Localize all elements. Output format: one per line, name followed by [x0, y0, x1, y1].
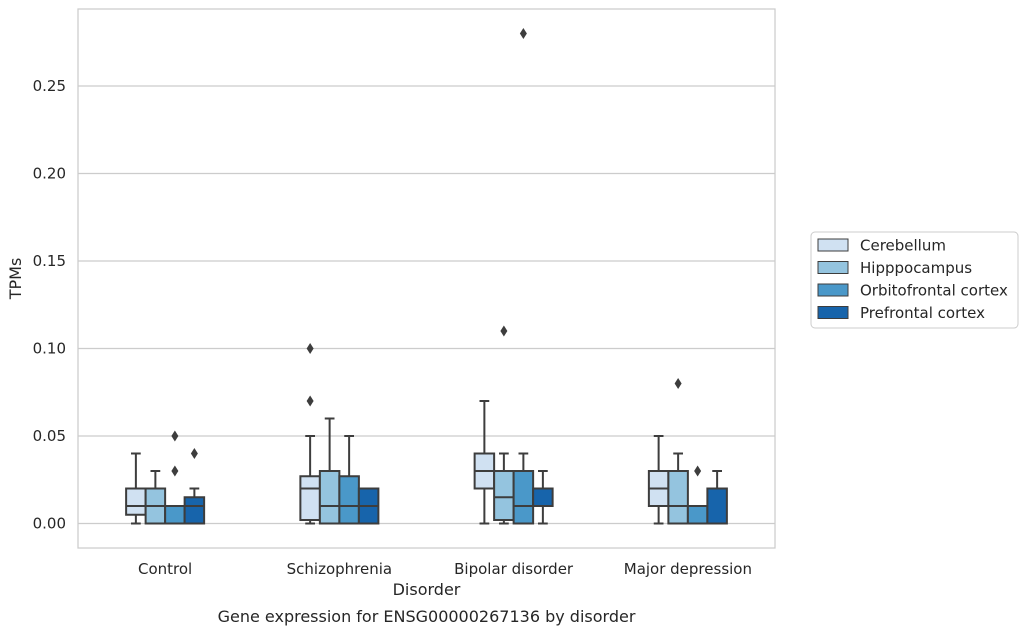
y-tick-label: 0.00	[33, 515, 66, 533]
y-tick-label: 0.05	[33, 427, 66, 445]
y-tick-label: 0.20	[33, 165, 66, 183]
iqr-box	[512, 470, 535, 525]
outlier-point	[171, 430, 179, 442]
box-hipppocampus	[667, 378, 689, 525]
legend-swatch	[817, 306, 849, 319]
outlier-point	[306, 343, 314, 354]
legend-label: Orbitofrontal cortex	[860, 282, 1008, 300]
iqr-box	[493, 470, 515, 521]
box-prefrontal-cortex	[706, 470, 728, 525]
outlier-point	[694, 465, 702, 477]
box-cerebellum	[125, 452, 147, 525]
box-prefrontal-cortex	[357, 487, 380, 525]
iqr-box	[532, 487, 554, 507]
legend-label: Cerebellum	[860, 237, 946, 255]
legend-label: Prefrontal cortex	[860, 304, 985, 322]
iqr-box	[125, 487, 147, 516]
y-tick-label: 0.10	[33, 340, 66, 358]
boxes	[125, 28, 728, 525]
x-axis-ticks: Control Schizophrenia Bipolar disorder Majo…	[138, 560, 752, 578]
outlier-point	[500, 325, 508, 337]
box-cerebellum	[473, 400, 496, 525]
gridlines	[78, 85, 775, 525]
box-hipppocampus	[318, 417, 341, 525]
iqr-box	[183, 496, 206, 525]
box-prefrontal-cortex	[532, 470, 554, 525]
outlier-point	[519, 28, 527, 39]
x-tick-label: Control	[138, 560, 192, 578]
x-tick-label: Major depression	[624, 560, 752, 578]
iqr-box	[338, 475, 360, 525]
legend-swatch	[817, 283, 849, 297]
y-axis-label: TPMs	[6, 258, 25, 301]
x-tick-label: Schizophrenia	[287, 560, 392, 578]
outlier-point	[190, 448, 198, 459]
iqr-box	[164, 505, 186, 525]
x-tick-label: Bipolar disorder	[454, 560, 574, 578]
x-axis-label: Disorder	[393, 580, 461, 599]
box-hipppocampus	[144, 470, 167, 525]
legend-label: Hipppocampus	[860, 259, 972, 277]
box-orbitofrontal-cortex	[164, 430, 186, 525]
outlier-point	[674, 378, 682, 389]
legend-swatch	[817, 261, 849, 274]
box-cerebellum	[299, 343, 321, 525]
iqr-box	[667, 470, 689, 525]
outlier-point	[171, 465, 179, 477]
iqr-box	[706, 487, 728, 525]
outlier-point	[306, 395, 314, 407]
iqr-box	[299, 475, 321, 521]
legend-frame	[810, 231, 1019, 329]
chart-caption: Gene expression for ENSG00000267136 by d…	[218, 607, 636, 626]
box-cerebellum	[647, 435, 670, 525]
y-tick-label: 0.15	[33, 252, 66, 270]
box-orbitofrontal-cortex	[338, 435, 360, 525]
box-hipppocampus	[493, 325, 515, 525]
legend-swatch	[817, 238, 849, 252]
y-axis-ticks: 0.00 0.05 0.10 0.15 0.20 0.25	[33, 77, 66, 533]
y-tick-label: 0.25	[33, 77, 66, 95]
box-orbitofrontal-cortex	[686, 465, 709, 525]
legend: Cerebellum Hipppocampus Orbitofrontal cort…	[810, 231, 1019, 329]
iqr-box	[318, 470, 341, 525]
plot-area-frame	[77, 8, 776, 549]
box-prefrontal-cortex	[183, 448, 206, 525]
iqr-box	[686, 505, 709, 525]
box-orbitofrontal-cortex	[512, 28, 535, 525]
